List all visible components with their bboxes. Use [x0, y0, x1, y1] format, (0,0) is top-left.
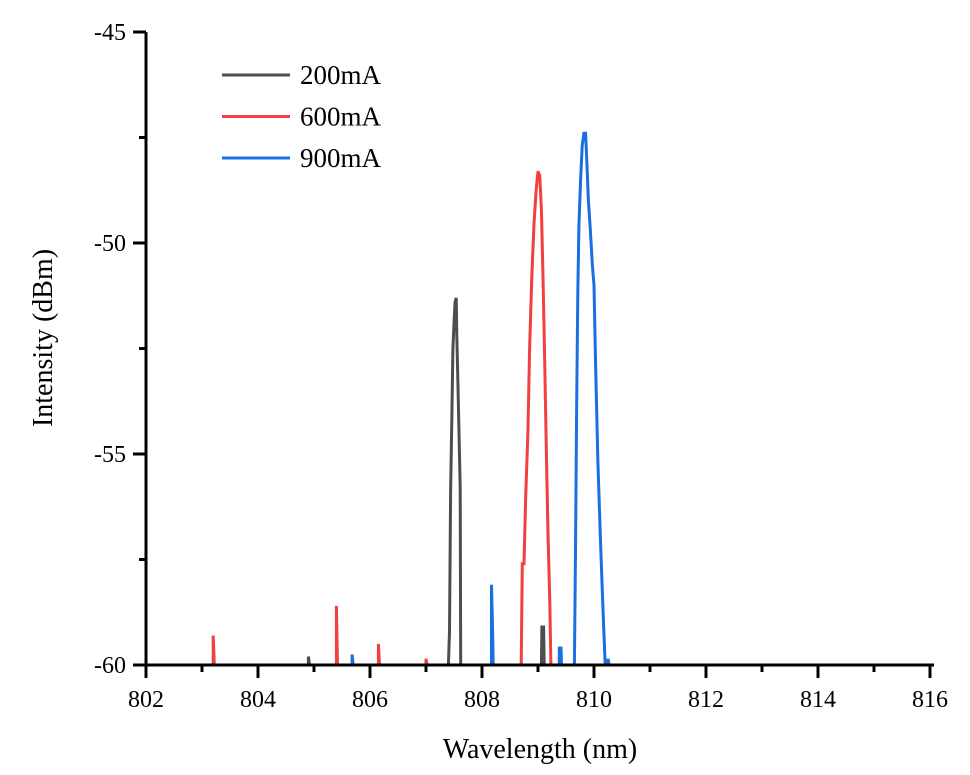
- legend-label: 200mA: [300, 60, 382, 90]
- x-tick-label: 802: [128, 687, 164, 713]
- y-tick-label: -55: [94, 442, 126, 468]
- series-line-600mA: [211, 170, 553, 667]
- y-tick-label: -50: [94, 231, 126, 257]
- series-line-200mA: [306, 297, 546, 667]
- ticks: 802 804 806 808 810 812 814 816 -45 -50 -55 -60: [94, 20, 948, 713]
- x-tick-label: 806: [352, 687, 388, 713]
- x-tick-label: 808: [464, 687, 500, 713]
- x-tick-label: 804: [240, 687, 276, 713]
- legend: 200mA 600mA 900mA: [222, 60, 382, 173]
- x-tick-label: 814: [800, 687, 836, 713]
- y-tick-label: -60: [94, 653, 126, 679]
- legend-label: 900mA: [300, 143, 382, 173]
- series-layer: [211, 131, 611, 667]
- y-axis-label: Intensity (dBm): [28, 249, 59, 427]
- x-tick-label: 810: [576, 687, 612, 713]
- y-tick-label: -45: [94, 20, 126, 46]
- x-axis-label: Wavelength (nm): [443, 734, 637, 765]
- legend-label: 600mA: [300, 102, 382, 132]
- x-tick-label: 812: [688, 687, 724, 713]
- series-line-900mA: [350, 131, 611, 667]
- x-tick-label: 816: [912, 687, 948, 713]
